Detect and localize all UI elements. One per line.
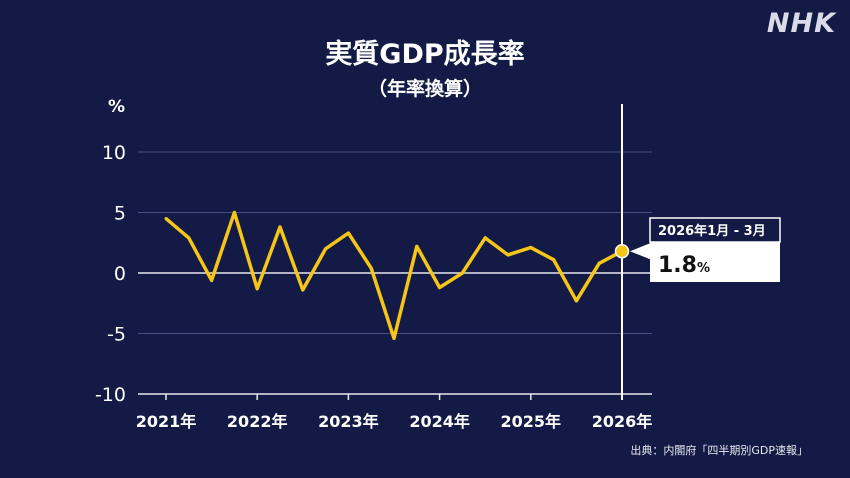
x-tick-label: 2026年 xyxy=(592,412,653,431)
nhk-logo: NHK xyxy=(766,8,836,39)
y-tick-label: 0 xyxy=(114,263,126,285)
series-line xyxy=(164,210,623,341)
data-point xyxy=(324,247,328,251)
x-tick-label: 2022年 xyxy=(227,412,288,431)
data-point xyxy=(529,246,533,250)
callout-header xyxy=(649,217,781,243)
callout-body xyxy=(650,242,780,282)
y-tick-label: 10 xyxy=(102,142,126,164)
data-point xyxy=(187,236,191,240)
data-point xyxy=(164,217,168,221)
callout-value-number: 1.8 xyxy=(658,253,697,278)
x-tick-label: 2023年 xyxy=(318,412,379,431)
data-point xyxy=(369,266,373,270)
y-tick-label: -5 xyxy=(107,324,126,346)
y-tick-label: 5 xyxy=(114,203,126,225)
data-point xyxy=(460,271,464,275)
data-point xyxy=(574,299,578,303)
y-axis-unit: % xyxy=(108,97,125,117)
data-point xyxy=(232,211,236,214)
data-point xyxy=(210,278,214,282)
callout-period-label: 2026年1月 - 3月 xyxy=(658,223,766,239)
data-point xyxy=(301,288,305,292)
x-tick-label: 2025年 xyxy=(501,412,562,431)
y-tick-label: -10 xyxy=(95,384,126,406)
callout-value: 1.8% xyxy=(658,253,710,278)
highlight-point xyxy=(614,243,630,259)
chart-title: 実質GDP成長率 xyxy=(325,39,525,70)
data-point xyxy=(438,286,442,290)
data-point xyxy=(392,336,396,340)
x-tick-label: 2024年 xyxy=(409,412,470,431)
data-point xyxy=(278,225,282,229)
data-point xyxy=(346,231,350,235)
data-point xyxy=(506,253,510,257)
data-point xyxy=(552,258,556,262)
chart-subtitle: （年率換算） xyxy=(367,78,482,100)
callout-pointer xyxy=(630,243,650,260)
source-note: 出典：内閣府「四半期別GDP速報」 xyxy=(630,444,808,457)
highlight-callout: 2026年1月 - 3月 1.8% xyxy=(630,217,781,282)
data-points xyxy=(164,211,630,340)
data-point xyxy=(597,261,601,265)
data-point xyxy=(415,244,419,248)
data-point xyxy=(255,287,259,291)
y-tick-labels: 10 5 0 -5 -10 xyxy=(95,142,126,406)
data-point xyxy=(483,236,487,240)
callout-value-unit: % xyxy=(697,261,710,276)
x-tick-label: 2021年 xyxy=(136,412,197,431)
x-tick-labels: 2021年 2022年 2023年 2024年 2025年 2026年 xyxy=(136,394,653,431)
